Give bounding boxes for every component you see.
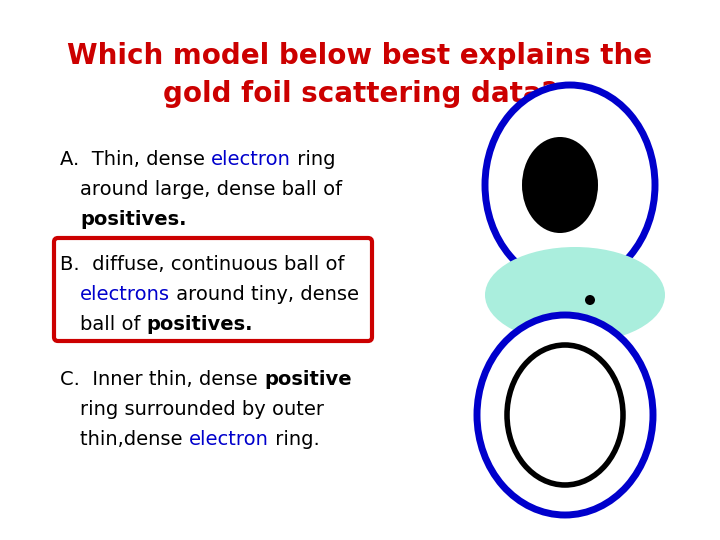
Text: electron: electron xyxy=(211,150,291,169)
Ellipse shape xyxy=(507,345,623,485)
Text: ring.: ring. xyxy=(269,430,320,449)
Text: around large, dense ball of: around large, dense ball of xyxy=(80,180,342,199)
Ellipse shape xyxy=(585,295,595,305)
Text: Which model below best explains the: Which model below best explains the xyxy=(68,42,652,70)
Text: gold foil scattering data?: gold foil scattering data? xyxy=(163,80,557,108)
Text: electron: electron xyxy=(189,430,269,449)
Text: A.  Thin, dense: A. Thin, dense xyxy=(60,150,211,169)
Text: thin,dense: thin,dense xyxy=(80,430,189,449)
Text: ring surrounded by outer: ring surrounded by outer xyxy=(80,400,324,419)
Text: ring: ring xyxy=(291,150,336,169)
Ellipse shape xyxy=(477,315,653,515)
Text: B.  diffuse, continuous ball of: B. diffuse, continuous ball of xyxy=(60,255,344,274)
Text: positives.: positives. xyxy=(80,210,186,229)
Ellipse shape xyxy=(485,247,665,343)
Ellipse shape xyxy=(485,85,655,285)
Text: positives.: positives. xyxy=(147,315,253,334)
Text: positive: positive xyxy=(264,370,351,389)
Ellipse shape xyxy=(522,137,598,233)
Text: electrons: electrons xyxy=(80,285,170,304)
Ellipse shape xyxy=(499,337,631,493)
Text: C.  Inner thin, dense: C. Inner thin, dense xyxy=(60,370,264,389)
Text: around tiny, dense: around tiny, dense xyxy=(170,285,359,304)
Text: ball of: ball of xyxy=(80,315,147,334)
